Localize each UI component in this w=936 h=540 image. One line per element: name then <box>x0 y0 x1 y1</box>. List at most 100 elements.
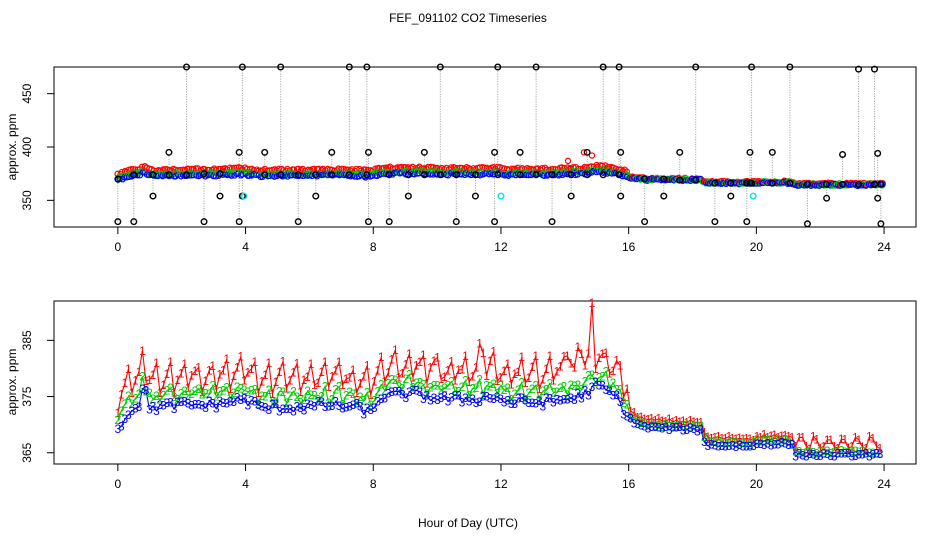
series-1-marker: 1 <box>673 413 680 427</box>
series-3-marker: 3 <box>388 385 395 399</box>
series-1-marker: 1 <box>761 428 768 442</box>
series-1-marker: 1 <box>757 431 764 445</box>
series-1-marker: 1 <box>747 432 754 446</box>
top-xtick-label: 0 <box>115 240 122 254</box>
series-3-marker: 3 <box>473 396 480 410</box>
series-1-marker: 1 <box>743 431 750 445</box>
series-1-marker: 1 <box>276 365 283 379</box>
series-2-marker: 2 <box>431 379 438 393</box>
series-1-marker: 1 <box>575 340 582 354</box>
series-2-marker: 2 <box>329 393 336 407</box>
series-1-marker: 1 <box>125 362 132 376</box>
series-2-marker: 2 <box>139 369 146 383</box>
series-1-marker: 1 <box>564 349 571 363</box>
series-1-marker: 1 <box>866 430 873 444</box>
series-1-marker: 1 <box>346 371 353 385</box>
series-3-marker: 3 <box>662 420 669 434</box>
top-xtick-label: 12 <box>494 240 508 254</box>
series-2-marker: 2 <box>856 445 863 459</box>
series-2-marker: 2 <box>343 389 350 403</box>
series-3-marker: 3 <box>553 392 560 406</box>
series-2-marker: 2 <box>859 444 866 458</box>
series-1-marker: 1 <box>350 363 357 377</box>
spike-point <box>516 148 524 156</box>
series-2-marker: 2 <box>487 380 494 394</box>
series-3-marker: 3 <box>434 393 441 407</box>
series-1-marker: 1 <box>806 442 813 456</box>
series-3-marker: 3 <box>318 395 325 409</box>
series-2-marker: 2 <box>740 436 747 450</box>
series-1-marker: 1 <box>504 357 511 371</box>
series-3-marker: 3 <box>174 395 181 409</box>
series-3-marker: 3 <box>262 401 269 415</box>
series-2-marker: 2 <box>473 381 480 395</box>
series-3-marker: 3 <box>638 419 645 433</box>
spike-point <box>641 175 649 183</box>
series-3-marker: 3 <box>283 402 290 416</box>
series-3-marker: 3 <box>852 449 859 463</box>
series-2-marker: 2 <box>845 446 852 460</box>
series-1-marker: 1 <box>736 431 743 445</box>
series-1-marker: 1 <box>132 374 139 388</box>
spike-point <box>727 179 735 187</box>
top-axis-ticks: 0 4 8 12 16 20 24 350 400 450 <box>20 83 891 254</box>
spike-point <box>615 171 623 179</box>
top-xtick-label: 20 <box>750 240 764 254</box>
series-1-marker: 1 <box>283 382 290 396</box>
series-3-marker: 3 <box>810 448 817 462</box>
series-3-marker: 3 <box>740 440 747 454</box>
series-2-marker: 2 <box>374 385 381 399</box>
spike-point <box>676 148 684 156</box>
series-2-marker: 2 <box>146 386 153 400</box>
series-3-marker: 3 <box>294 399 301 413</box>
spike-point <box>216 192 224 200</box>
series-2-marker: 2 <box>258 389 265 403</box>
series-1-marker: 1 <box>877 442 884 456</box>
spike-point <box>786 179 794 187</box>
series-1-marker: 1 <box>508 377 515 391</box>
series-2-marker: 2 <box>167 381 174 395</box>
series-3-marker: 3 <box>438 391 445 405</box>
series-3-marker: 3 <box>701 435 708 449</box>
series-2-marker: 2 <box>669 419 676 433</box>
series-1-marker: 1 <box>687 413 694 427</box>
series-3-marker: 3 <box>192 397 199 411</box>
series-1-marker: 1 <box>385 365 392 379</box>
series-2-marker: 2 <box>188 387 195 401</box>
series-2-marker: 2 <box>764 433 771 447</box>
series-3-marker: 3 <box>273 397 280 411</box>
bottom-xtick-label: 20 <box>750 477 764 491</box>
series-2-marker: 2 <box>873 446 880 460</box>
series-1-marker: 1 <box>782 428 789 442</box>
series-3-marker: 3 <box>863 447 870 461</box>
spike-point <box>617 148 625 156</box>
series-3-marker: 3 <box>568 391 575 405</box>
series-1-marker: 1 <box>539 373 546 387</box>
series-2-marker: 2 <box>539 384 546 398</box>
series-3-marker: 3 <box>287 402 294 416</box>
series-2-marker: 2 <box>775 432 782 446</box>
series-2-marker: 2 <box>195 382 202 396</box>
series-2-marker: 2 <box>290 384 297 398</box>
series-1-marker: 1 <box>424 376 431 390</box>
series-2-marker: 2 <box>294 390 301 404</box>
spike-point <box>420 148 428 156</box>
series-2-marker: 2 <box>497 379 504 393</box>
series-1-marker: 1 <box>273 375 280 389</box>
series-2-marker: 2 <box>796 444 803 458</box>
series-1-line <box>117 302 881 450</box>
top-spike-lines <box>117 67 882 224</box>
series-3-marker: 3 <box>771 438 778 452</box>
series-1-marker: 1 <box>715 430 722 444</box>
series-3-marker: 3 <box>697 423 704 437</box>
series-3-marker: 3 <box>845 446 852 460</box>
series-2-marker: 2 <box>768 432 775 446</box>
series-2-marker: 2 <box>708 435 715 449</box>
series-2-marker: 2 <box>332 383 339 397</box>
top-xtick-label: 8 <box>370 240 377 254</box>
series-3-marker: 3 <box>206 394 213 408</box>
series-3-marker: 3 <box>234 390 241 404</box>
series-1-marker: 1 <box>329 369 336 383</box>
series-1-marker: 1 <box>624 382 631 396</box>
